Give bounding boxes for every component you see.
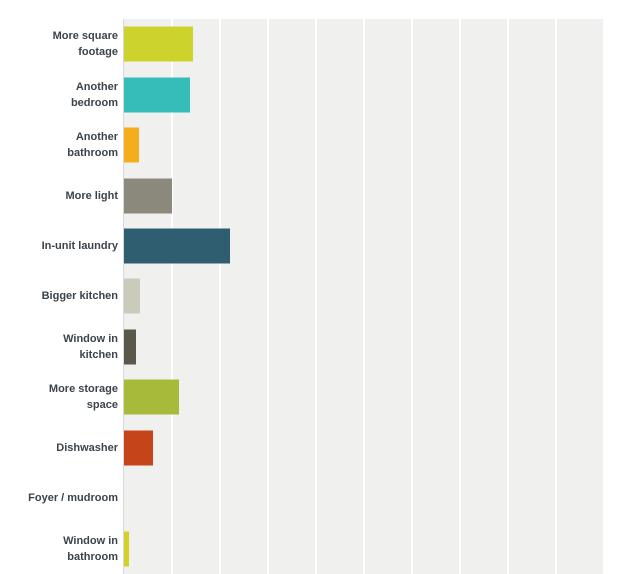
category-label: More square footage (52, 30, 118, 59)
bar-rows: More square footage Another bedroom Another b… (0, 19, 622, 574)
bar-track (124, 170, 604, 220)
bar-track (124, 69, 604, 119)
gridline (603, 19, 605, 574)
gridline (171, 19, 173, 574)
bar (124, 228, 231, 264)
bar (124, 379, 179, 415)
bar-track (124, 120, 604, 170)
category-label: Bigger kitchen (41, 290, 118, 303)
plot-area (124, 19, 605, 574)
bar-track (124, 221, 604, 271)
gridline (555, 19, 557, 574)
bar-track (124, 372, 604, 422)
bar (124, 278, 140, 314)
bar-track (124, 423, 604, 473)
gridline (459, 19, 461, 574)
bar-row: More square footage (0, 19, 622, 69)
category-label: Another bathroom (67, 131, 118, 160)
category-label: Window in kitchen (63, 332, 118, 361)
bar-row: Window in bathroom (0, 524, 622, 574)
category-label: Foyer / mudroom (28, 492, 118, 505)
category-label: Window in bathroom (63, 534, 118, 563)
gridline (315, 19, 317, 574)
bar-track (124, 524, 604, 574)
bar (124, 127, 139, 163)
bar-row: In-unit laundry (0, 221, 622, 271)
gridline (363, 19, 365, 574)
category-label: More storage space (48, 383, 118, 412)
bar-row: Foyer / mudroom (0, 473, 622, 523)
bar (124, 430, 154, 466)
bar (124, 178, 172, 214)
bar-row: Window in kitchen (0, 322, 622, 372)
bar-track (124, 473, 604, 523)
gridline (411, 19, 413, 574)
category-label: More light (65, 189, 118, 202)
bar-row: More storage space (0, 372, 622, 422)
bar-track (124, 271, 604, 321)
bar (124, 77, 191, 113)
bar (124, 329, 136, 365)
category-label: Another bedroom (70, 80, 118, 109)
y-axis-line (123, 19, 124, 574)
gridline (507, 19, 509, 574)
bar-row: Bigger kitchen (0, 271, 622, 321)
bar-row: More light (0, 170, 622, 220)
category-label: Dishwasher (56, 441, 118, 454)
bar-track (124, 322, 604, 372)
bar (124, 26, 193, 62)
category-label: In-unit laundry (41, 240, 118, 253)
bar-row: Dishwasher (0, 423, 622, 473)
bar (124, 531, 129, 567)
bar-row: Another bathroom (0, 120, 622, 170)
bar-row: Another bedroom (0, 69, 622, 119)
gridline (219, 19, 221, 574)
bar-track (124, 19, 604, 69)
gridline (267, 19, 269, 574)
